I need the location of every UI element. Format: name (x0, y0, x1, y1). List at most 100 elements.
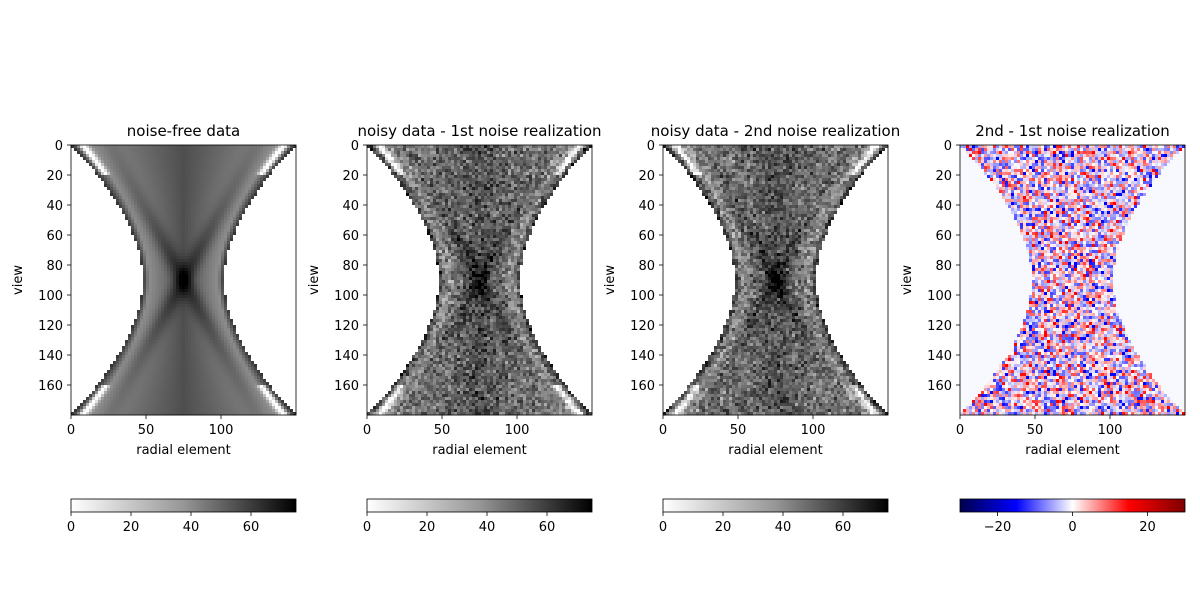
heatmap-cell (230, 247, 233, 250)
heatmap-cell (269, 280, 272, 283)
heatmap-cell (128, 322, 131, 325)
heatmap-cell (215, 223, 218, 226)
heatmap-cell (188, 196, 191, 199)
heatmap-cell (71, 214, 74, 217)
heatmap-cell (287, 157, 290, 160)
heatmap-cell (212, 298, 215, 301)
heatmap-cell (167, 259, 170, 262)
heatmap-cell (209, 298, 212, 301)
heatmap-cell (104, 316, 107, 319)
heatmap-cell (89, 307, 92, 310)
heatmap-cell (221, 319, 224, 322)
heatmap-cell (98, 151, 101, 154)
heatmap-cell (86, 301, 89, 304)
heatmap-cell (161, 232, 164, 235)
heatmap-cell (251, 187, 254, 190)
heatmap-cell (170, 331, 173, 334)
heatmap-cell (215, 238, 218, 241)
heatmap-cell (140, 265, 143, 268)
heatmap-cell (152, 175, 155, 178)
heatmap-cell (233, 184, 236, 187)
heatmap-cell (71, 208, 74, 211)
heatmap-cell (89, 319, 92, 322)
heatmap-cell (203, 199, 206, 202)
heatmap-cell (125, 325, 128, 328)
heatmap-cell (179, 163, 182, 166)
heatmap-cell (230, 289, 233, 292)
heatmap-cell (215, 199, 218, 202)
heatmap-cell (83, 214, 86, 217)
heatmap-cell (203, 262, 206, 265)
heatmap-cell (74, 292, 77, 295)
heatmap-cell (248, 229, 251, 232)
heatmap-cell (206, 160, 209, 163)
heatmap-cell (110, 154, 113, 157)
heatmap-cell (128, 304, 131, 307)
heatmap-cell (77, 154, 80, 157)
heatmap-cell (107, 304, 110, 307)
heatmap-cell (272, 301, 275, 304)
heatmap-cell (92, 157, 95, 160)
heatmap-cell (74, 343, 77, 346)
heatmap-cell (119, 247, 122, 250)
heatmap-cell (212, 301, 215, 304)
heatmap-cell (197, 298, 200, 301)
heatmap-cell (245, 184, 248, 187)
heatmap-cell (281, 157, 284, 160)
heatmap-cell (269, 292, 272, 295)
heatmap-cell (161, 184, 164, 187)
heatmap-cell (242, 280, 245, 283)
heatmap-cell (143, 313, 146, 316)
heatmap-cell (125, 220, 128, 223)
heatmap-cell (233, 169, 236, 172)
heatmap-cell (170, 283, 173, 286)
heatmap-cell (158, 184, 161, 187)
heatmap-cell (206, 253, 209, 256)
heatmap-cell (137, 229, 140, 232)
heatmap-cell (86, 202, 89, 205)
heatmap-cell (110, 271, 113, 274)
heatmap-cell (110, 235, 113, 238)
heatmap-cell (71, 151, 74, 154)
heatmap-cell (110, 343, 113, 346)
heatmap-cell (212, 331, 215, 334)
heatmap-cell (233, 313, 236, 316)
heatmap-cell (266, 241, 269, 244)
heatmap-cell (74, 259, 77, 262)
heatmap-cell (167, 328, 170, 331)
heatmap-cell (113, 226, 116, 229)
heatmap-cell (80, 148, 83, 151)
heatmap-cell (104, 232, 107, 235)
heatmap-cell (134, 187, 137, 190)
heatmap-cell (110, 193, 113, 196)
heatmap-cell (257, 238, 260, 241)
heatmap-cell (230, 148, 233, 151)
heatmap-cell (77, 283, 80, 286)
heatmap-cell (74, 244, 77, 247)
heatmap-cell (281, 277, 284, 280)
heatmap-cell (278, 268, 281, 271)
heatmap-cell (170, 313, 173, 316)
heatmap-cell (149, 196, 152, 199)
heatmap-cell (146, 313, 149, 316)
heatmap-cell (137, 253, 140, 256)
heatmap-cell (119, 286, 122, 289)
heatmap-cell (80, 313, 83, 316)
heatmap-cell (266, 301, 269, 304)
heatmap-cell (257, 331, 260, 334)
heatmap-cell (281, 262, 284, 265)
heatmap-cell (122, 202, 125, 205)
heatmap-cell (134, 238, 137, 241)
heatmap-cell (107, 208, 110, 211)
heatmap-cell (230, 253, 233, 256)
heatmap-cell (290, 280, 293, 283)
heatmap-cell (125, 289, 128, 292)
heatmap-cell (284, 163, 287, 166)
heatmap-cell (83, 220, 86, 223)
heatmap-cell (284, 175, 287, 178)
heatmap-cell (233, 172, 236, 175)
heatmap-cell (92, 196, 95, 199)
heatmap-cell (278, 337, 281, 340)
heatmap-cell (152, 262, 155, 265)
heatmap-cell (74, 256, 77, 259)
